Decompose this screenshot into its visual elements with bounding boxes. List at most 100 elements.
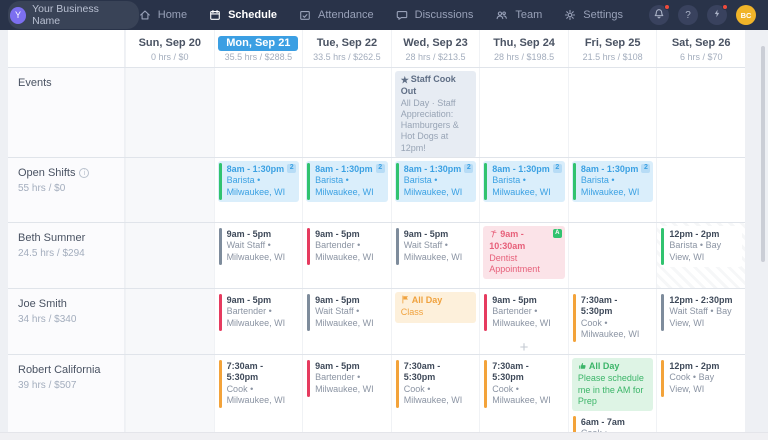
schedule-cell[interactable]: 7:30am - 5:30pm Cook • Milwaukee, WI	[567, 289, 657, 354]
schedule-cell[interactable]	[125, 355, 214, 432]
schedule-cell[interactable]: 9am - 5pm Bartender • Milwaukee, WI	[302, 355, 391, 432]
shift-card[interactable]: 7:30am - 5:30pm Cook • Milwaukee, WI	[483, 358, 565, 410]
schedule-cell[interactable]	[656, 158, 745, 222]
nav-item-team[interactable]: Team	[495, 9, 542, 21]
open-shift-card[interactable]: 8am - 1:30pm Barista • Milwaukee, WI 2	[394, 161, 477, 202]
schedule-cell[interactable]	[567, 223, 657, 288]
schedule-cell[interactable]: 9am - 5pm Bartender • Milwaukee, WI +	[479, 289, 568, 354]
schedule-cell[interactable]	[656, 68, 745, 157]
schedule-cell[interactable]: 7:30am - 5:30pm Cook • Milwaukee, WI	[213, 355, 303, 432]
day-header-fri-sep-25[interactable]: Fri, Sep 25 21.5 hrs / $108	[567, 30, 657, 67]
shift-time: 9am - 5pm	[315, 295, 360, 305]
schedule-cell[interactable]: ★ Staff Cook Out All Day · Staff Appreciat…	[390, 68, 480, 157]
schedule-cell[interactable]: All Day Class	[390, 289, 480, 354]
schedule-cell[interactable]: 9am - 10:30am Dentist Appointment A	[479, 223, 568, 288]
schedule-cell[interactable]: All Day Please schedule me in the AM for …	[567, 355, 657, 432]
approved-badge: A	[552, 229, 562, 238]
shift-card[interactable]: 7:30am - 5:30pm Cook • Milwaukee, WI	[394, 358, 477, 410]
schedule-cell[interactable]	[302, 68, 391, 157]
whats-new-button[interactable]	[707, 4, 728, 25]
shift-role-location: Wait Staff • Milwaukee, WI	[226, 240, 286, 262]
day-header-tue-sep-22[interactable]: Tue, Sep 22 33.5 hrs / $262.5	[302, 30, 391, 67]
schedule-cell[interactable]: 12pm - 2:30pm Wait Staff • Bay View, WI	[656, 289, 745, 354]
schedule-cell[interactable]	[125, 223, 214, 288]
schedule-cell[interactable]: 12pm - 2pm Cook • Bay View, WI	[656, 355, 745, 432]
schedule-cell[interactable]: 8am - 1:30pm Barista • Milwaukee, WI 2	[213, 158, 303, 222]
schedule-cell[interactable]: 9am - 5pm Bartender • Milwaukee, WI	[302, 223, 391, 288]
schedule-cell[interactable]: 8am - 1:30pm Barista • Milwaukee, WI 2	[390, 158, 480, 222]
schedule-cell[interactable]: 8am - 1:30pm Barista • Milwaukee, WI 2	[479, 158, 568, 222]
event-card[interactable]: ★ Staff Cook Out All Day · Staff Appreciat…	[394, 71, 477, 157]
horizontal-scrollbar-track[interactable]	[0, 432, 768, 440]
nav-item-home[interactable]: Home	[139, 9, 187, 21]
shift-card[interactable]: 9am - 5pm Bartender • Milwaukee, WI	[306, 226, 388, 267]
info-icon[interactable]: i	[79, 168, 90, 178]
help-button[interactable]: ?	[678, 5, 698, 25]
schedule-cell[interactable]	[125, 158, 214, 222]
shift-card[interactable]: 9am - 5pm Wait Staff • Milwaukee, WI	[306, 292, 388, 333]
shift-card[interactable]: 7:30am - 5:30pm Cook • Milwaukee, WI	[217, 358, 300, 410]
shift-card[interactable]: 9am - 5pm Bartender • Milwaukee, WI	[483, 292, 565, 333]
schedule-cell[interactable]: 9am - 5pm Wait Staff • Milwaukee, WI	[302, 289, 391, 354]
user-avatar[interactable]: BC	[736, 5, 756, 25]
schedule-cell[interactable]: 9am - 5pm Bartender • Milwaukee, WI	[213, 289, 303, 354]
shift-card[interactable]: 6am - 7amCook • Milwaukee, WI • Prep	[571, 414, 654, 432]
schedule-cell[interactable]: 8am - 1:30pm Barista • Milwaukee, WI 2	[302, 158, 391, 222]
open-shift-count-badge: 2	[552, 164, 562, 173]
shift-time: 12pm - 2pm	[669, 361, 720, 371]
schedule-cell[interactable]	[479, 68, 568, 157]
shift-card[interactable]: 9am - 5pm Wait Staff • Milwaukee, WI	[217, 226, 300, 267]
shift-color-bar	[218, 163, 222, 200]
schedule-cell[interactable]: 8am - 1:30pm Barista • Milwaukee, WI 2	[567, 158, 657, 222]
shift-role-location: Wait Staff • Milwaukee, WI	[403, 240, 463, 262]
palm-icon	[489, 229, 498, 241]
business-switcher[interactable]: Y Your Business Name	[8, 1, 139, 29]
vertical-scrollbar[interactable]	[761, 46, 765, 262]
day-header-sun-sep-20[interactable]: Sun, Sep 20 0 hrs / $0	[125, 30, 214, 67]
nav-item-discussions[interactable]: Discussions	[396, 9, 473, 21]
shift-card[interactable]: 12pm - 2:30pm Wait Staff • Bay View, WI	[660, 292, 742, 333]
nav-item-schedule[interactable]: Schedule	[209, 9, 277, 21]
shift-card[interactable]: 12pm - 2pm Barista • Bay View, WI	[660, 226, 742, 267]
shift-color-bar	[572, 416, 576, 432]
schedule-cell[interactable]: 7:30am - 5:30pm Cook • Milwaukee, WI	[390, 355, 480, 432]
nav-item-settings[interactable]: Settings	[564, 9, 623, 21]
add-shift-icon[interactable]: +	[519, 338, 529, 354]
day-header-mon-sep-21[interactable]: Mon, Sep 21 35.5 hrs / $288.5	[213, 30, 303, 67]
schedule-cell[interactable]	[567, 68, 657, 157]
day-header-thu-sep-24[interactable]: Thu, Sep 24 28 hrs / $198.5	[479, 30, 568, 67]
schedule-cell[interactable]	[125, 68, 214, 157]
row-stats: 39 hrs / $507	[18, 380, 77, 391]
schedule-cell[interactable]	[213, 68, 303, 157]
availability-card[interactable]: All Day Class	[394, 292, 477, 323]
open-shift-card[interactable]: 8am - 1:30pm Barista • Milwaukee, WI 2	[571, 161, 654, 202]
open-shift-card[interactable]: 8am - 1:30pm Barista • Milwaukee, WI 2	[217, 161, 300, 202]
availability-card[interactable]: All Day Please schedule me in the AM for …	[571, 358, 654, 411]
shift-card[interactable]: 9am - 5pm Bartender • Milwaukee, WI	[306, 358, 388, 399]
shift-card[interactable]: 12pm - 2pm Cook • Bay View, WI	[660, 358, 742, 399]
shift-role-location: Cook • Milwaukee, WI	[492, 383, 551, 405]
schedule-cell[interactable]: 9am - 5pm Wait Staff • Milwaukee, WI	[213, 223, 303, 288]
nav-item-label: Home	[157, 9, 188, 21]
shift-color-bar	[484, 294, 488, 331]
schedule-cell[interactable]: 9am - 5pm Wait Staff • Milwaukee, WI	[390, 223, 480, 288]
open-shift-card[interactable]: 8am - 1:30pm Barista • Milwaukee, WI 2	[306, 161, 388, 202]
shift-card[interactable]: 9am - 5pm Wait Staff • Milwaukee, WI	[394, 226, 477, 267]
shift-card[interactable]: 7:30am - 5:30pm Cook • Milwaukee, WI	[571, 292, 654, 344]
schedule-row-events: Events ★ Staff Cook Out All Day · Staff App…	[8, 68, 745, 158]
shift-time: 7:30am - 5:30pm	[226, 361, 264, 383]
shift-color-bar	[307, 360, 311, 397]
nav-item-attendance[interactable]: Attendance	[299, 9, 374, 21]
open-shift-card[interactable]: 8am - 1:30pm Barista • Milwaukee, WI 2	[483, 161, 565, 202]
schedule-cell[interactable]: 7:30am - 5:30pm Cook • Milwaukee, WI	[479, 355, 568, 432]
day-name: Wed, Sep 23	[403, 36, 468, 49]
shift-card[interactable]: 9am - 5pm Bartender • Milwaukee, WI	[217, 292, 300, 333]
shift-role-location: Barista • Milwaukee, WI	[403, 175, 463, 197]
day-header-wed-sep-23[interactable]: Wed, Sep 23 28 hrs / $213.5	[390, 30, 480, 67]
shift-role-location: Bartender • Milwaukee, WI	[226, 306, 286, 328]
schedule-cell[interactable]	[125, 289, 214, 354]
notifications-button[interactable]	[649, 4, 670, 25]
timeoff-card[interactable]: 9am - 10:30am Dentist Appointment A	[483, 226, 565, 279]
day-header-sat-sep-26[interactable]: Sat, Sep 26 6 hrs / $70	[656, 30, 745, 67]
schedule-cell[interactable]: 12pm - 2pm Barista • Bay View, WI	[656, 223, 745, 288]
